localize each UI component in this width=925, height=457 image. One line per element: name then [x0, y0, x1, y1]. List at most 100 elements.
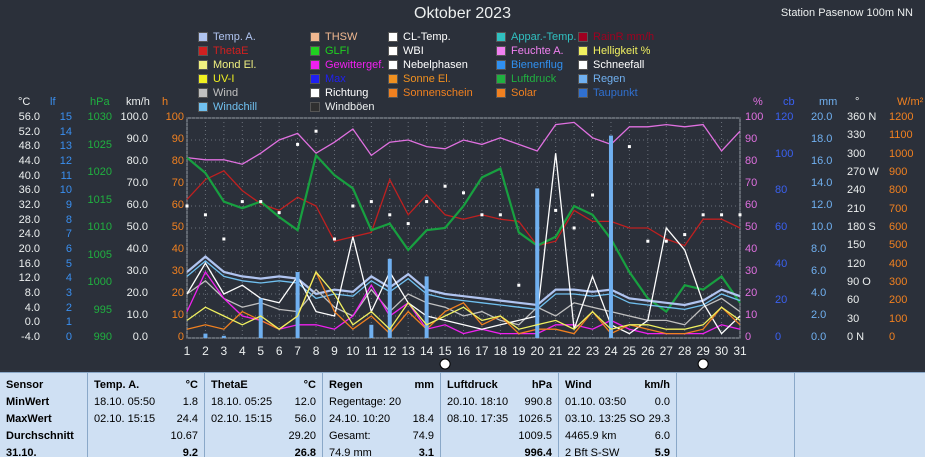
axis-tick-deg: 300: [847, 147, 866, 160]
axis-tick-lf: 10: [59, 184, 72, 197]
axis-tick-cb: 40: [775, 257, 788, 270]
legend-swatch: [310, 46, 320, 56]
legend-label: Temp. A.: [213, 31, 256, 43]
axis-tick-temp: 28.0: [18, 213, 40, 226]
x-tick-label: 16: [457, 344, 471, 358]
regen-bar: [221, 335, 226, 338]
axis-tick-wm2: 300: [889, 276, 908, 288]
legend-label: Nebelphasen: [403, 59, 468, 71]
axis-tick-lf: 2: [65, 301, 72, 314]
richtung-point: [296, 142, 300, 146]
axis-tick-h: 40: [171, 243, 184, 255]
col-title: Regen: [329, 379, 363, 391]
axis-tick-pct: 10: [745, 309, 758, 321]
richtung-point: [240, 200, 244, 204]
richtung-point: [462, 191, 465, 195]
axis-tick-wm2: 0: [889, 331, 896, 343]
axis-tick-temp: 36.0: [18, 184, 40, 197]
regen-bar: [369, 324, 374, 338]
x-tick-label: 9: [331, 344, 338, 358]
today-label: 74.9 mm: [329, 447, 372, 457]
axis-tick-temp: 12.0: [18, 272, 40, 285]
stats-col-wind: Wind km/h 01.10. 03:50 0.0 03.10. 13:25 SO…: [559, 373, 677, 457]
legend-label: ThetaE: [213, 45, 249, 57]
legend-swatch: [388, 88, 398, 98]
axis-tick-kmh: 10.0: [126, 309, 148, 321]
axis-tick-kmh: 80.0: [126, 155, 148, 167]
axis-tick-pct: 80: [745, 155, 758, 167]
legend-label: GLFI: [325, 45, 350, 57]
x-tick-label: 26: [641, 344, 655, 358]
col-title: Wind: [565, 379, 592, 391]
x-tick-label: 29: [696, 344, 710, 358]
legend-label: Wind: [213, 87, 239, 99]
legend-item: WBI: [388, 45, 424, 57]
axis-tick-deg: 0 N: [847, 331, 865, 343]
x-tick-label: 14: [420, 344, 434, 358]
x-tick-label: 10: [346, 344, 360, 358]
axis-unit-lf: lf: [50, 96, 56, 108]
min-date: 20.10. 18:10: [447, 396, 509, 408]
legend-label: Gewittergef.: [325, 59, 385, 71]
richtung-point: [627, 145, 631, 149]
richtung-point: [222, 237, 226, 241]
x-tick-label: 12: [383, 344, 397, 358]
regen-bar: [535, 188, 540, 338]
richtung-point: [701, 213, 705, 217]
axis-tick-mm: 14.0: [811, 177, 833, 189]
axis-tick-wm2: 900: [889, 166, 908, 178]
legend-swatch: [310, 32, 320, 42]
col-title: ThetaE: [211, 379, 248, 391]
richtung-point: [406, 222, 410, 226]
richtung-point: [683, 233, 687, 237]
legend-item: Richtung: [310, 87, 368, 99]
axis-tick-lf: 7: [65, 228, 72, 241]
today-value: 5.9: [654, 447, 670, 457]
col-unit: hPa: [531, 379, 552, 391]
legend-swatch: [198, 74, 208, 84]
richtung-point: [720, 213, 724, 217]
axis-tick-kmh: 40.0: [126, 243, 148, 255]
axis-unit-deg: °: [855, 96, 860, 108]
legend-label: UV-I: [213, 73, 235, 85]
axis-tick-lf: 15: [59, 111, 72, 123]
stats-col-sensor: Sensor MinWert MaxWert Durchschnitt 31.1…: [0, 373, 88, 457]
x-tick-label: 4: [239, 344, 246, 358]
legend-label: Windböen: [325, 101, 375, 113]
axis-tick-hpa: 1000: [87, 276, 112, 288]
regen-bar: [387, 258, 392, 338]
series-line: [186, 153, 741, 314]
axis-tick-temp: 8.0: [24, 287, 40, 299]
legend-label: THSW: [325, 31, 358, 43]
axis-tick-deg: 180 S: [847, 221, 876, 233]
legend-swatch: [578, 88, 588, 98]
axis-tick-cb: 20: [775, 294, 788, 307]
min-value: 990.8: [524, 396, 552, 408]
x-tick-label: 25: [623, 344, 637, 358]
distance-label: 4465.9 km: [565, 430, 617, 442]
axis-tick-h: 30: [171, 265, 184, 277]
legend-label: Sonnenschein: [403, 87, 473, 99]
axis-tick-wm2: 1200: [889, 111, 914, 123]
axis-tick-hpa: 1015: [87, 193, 112, 206]
richtung-point: [591, 193, 595, 197]
axis-tick-lf: 12: [59, 155, 72, 167]
x-tick-label: 8: [313, 344, 320, 358]
axis-tick-hpa: 995: [93, 303, 112, 316]
series-line: [186, 270, 741, 331]
x-tick-label: 17: [475, 344, 489, 358]
axis-tick-h: 10: [171, 309, 184, 321]
today-value: 996.4: [524, 447, 552, 457]
richtung-point: [332, 237, 336, 241]
axis-tick-mm: 0.0: [811, 331, 827, 343]
legend-label: Regen: [593, 73, 626, 85]
x-tick-label: 20: [531, 344, 545, 358]
avg-value: 29.20: [288, 430, 316, 442]
richtung-point: [572, 226, 576, 230]
legend-label: Solar: [511, 87, 537, 99]
legend-label: Schneefall: [593, 59, 645, 71]
legend-label: Sonne El.: [403, 73, 451, 85]
legend-label: Appar.-Temp.: [511, 31, 577, 43]
regen-bar: [424, 276, 429, 338]
max-value: 24.4: [176, 413, 198, 425]
